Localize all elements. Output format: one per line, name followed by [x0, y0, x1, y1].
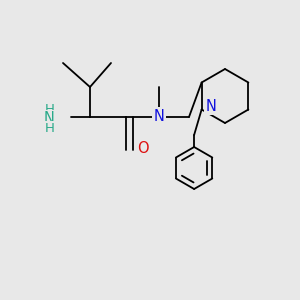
Text: O: O — [137, 141, 149, 156]
Text: H: H — [45, 122, 54, 135]
Text: N: N — [154, 109, 164, 124]
Text: N: N — [44, 111, 55, 126]
Text: H: H — [45, 103, 54, 116]
Text: N: N — [205, 99, 216, 114]
